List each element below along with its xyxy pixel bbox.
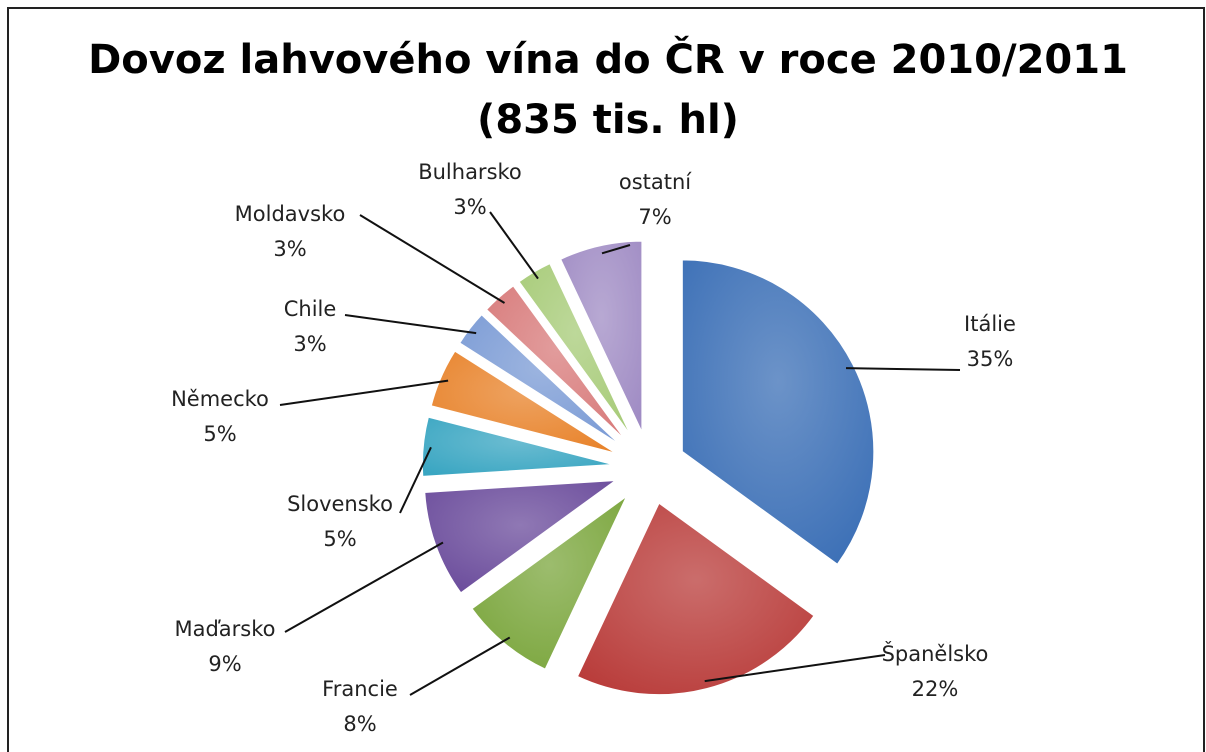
pie-slice — [423, 479, 619, 595]
value-label: 3% — [293, 332, 326, 356]
category-label: Moldavsko — [235, 202, 346, 226]
category-label: Slovensko — [287, 492, 393, 516]
category-label: Španělsko — [882, 641, 989, 666]
leader-line — [399, 446, 432, 514]
category-label: Chile — [284, 297, 337, 321]
category-label: ostatní — [619, 170, 692, 194]
category-label: Německo — [171, 387, 269, 411]
category-label: Maďarsko — [174, 617, 275, 641]
pie-slice — [458, 313, 623, 447]
category-label: Bulharsko — [418, 160, 522, 184]
value-label: 5% — [323, 527, 356, 551]
leader-line — [489, 211, 539, 280]
leader-line — [344, 314, 477, 335]
value-label: 3% — [453, 195, 486, 219]
value-label: 8% — [343, 712, 376, 736]
value-label: 7% — [638, 205, 671, 229]
chart-title: Dovoz lahvového vína do ČR v roce 2010/2… — [88, 35, 1128, 83]
pie-slice — [421, 415, 615, 478]
leader-line — [409, 636, 511, 696]
pie-slice — [430, 349, 618, 455]
value-label: 22% — [912, 677, 959, 701]
leader-line — [284, 541, 444, 633]
category-label: Francie — [322, 677, 398, 701]
leader-line — [601, 244, 631, 255]
leader-line — [846, 367, 961, 371]
pie-slice — [485, 284, 627, 442]
chart-subtitle: (835 tis. hl) — [477, 97, 739, 143]
leader-line — [279, 379, 449, 406]
value-label: 9% — [208, 652, 241, 676]
pie-slice — [681, 258, 875, 566]
leader-line — [359, 214, 506, 304]
value-label: 35% — [967, 347, 1014, 371]
pie-slice — [470, 495, 628, 671]
pie-slice — [559, 240, 643, 434]
leader-line — [704, 654, 886, 683]
value-label: 5% — [203, 422, 236, 446]
value-label: 3% — [273, 237, 306, 261]
pie-slice — [576, 501, 816, 696]
category-label: Itálie — [964, 312, 1016, 336]
